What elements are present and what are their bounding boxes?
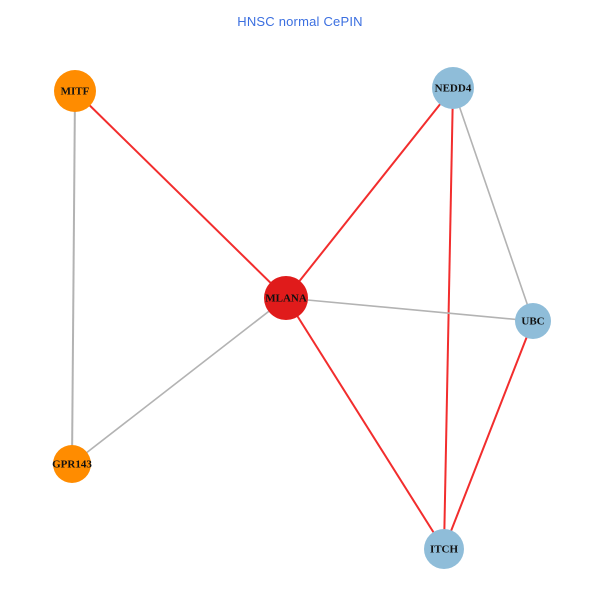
node-label-nedd4: NEDD4 — [435, 83, 472, 95]
node-circle-mlana[interactable] — [264, 276, 308, 320]
graph-node-mlana[interactable]: MLANA — [264, 276, 308, 320]
graph-node-mitf[interactable]: MITF — [54, 70, 96, 112]
node-label-ubc: UBC — [521, 316, 544, 328]
node-label-mlana: MLANA — [265, 293, 307, 305]
node-layer: MITF NEDD4 MLANA UBC GPR143 ITCH — [52, 67, 551, 569]
graph-edge-nedd4-mlana[interactable] — [285, 87, 454, 299]
edge-layer — [71, 87, 534, 550]
graph-edge-mitf-mlana[interactable] — [74, 90, 287, 299]
graph-edge-mlana-ubc[interactable] — [285, 297, 534, 322]
node-circle-ubc[interactable] — [515, 303, 551, 339]
node-label-mitf: MITF — [61, 86, 90, 98]
page-title: HNSC normal CePIN — [237, 14, 363, 29]
node-circle-nedd4[interactable] — [432, 67, 474, 109]
node-label-itch: ITCH — [430, 544, 459, 556]
graph-edge-mlana-gpr143[interactable] — [71, 297, 287, 465]
graph-edge-mitf-gpr143[interactable] — [71, 90, 76, 465]
node-circle-mitf[interactable] — [54, 70, 96, 112]
graph-node-ubc[interactable]: UBC — [515, 303, 551, 339]
graph-edge-nedd4-itch[interactable] — [443, 87, 454, 550]
node-circle-gpr143[interactable] — [53, 445, 91, 483]
graph-edge-mlana-itch[interactable] — [285, 297, 445, 550]
node-circle-itch[interactable] — [424, 529, 464, 569]
graph-node-nedd4[interactable]: NEDD4 — [432, 67, 474, 109]
graph-node-itch[interactable]: ITCH — [424, 529, 464, 569]
node-label-gpr143: GPR143 — [52, 459, 92, 471]
graph-edge-nedd4-ubc[interactable] — [452, 87, 534, 322]
graph-edge-ubc-itch[interactable] — [443, 320, 534, 550]
graph-node-gpr143[interactable]: GPR143 — [52, 445, 92, 483]
